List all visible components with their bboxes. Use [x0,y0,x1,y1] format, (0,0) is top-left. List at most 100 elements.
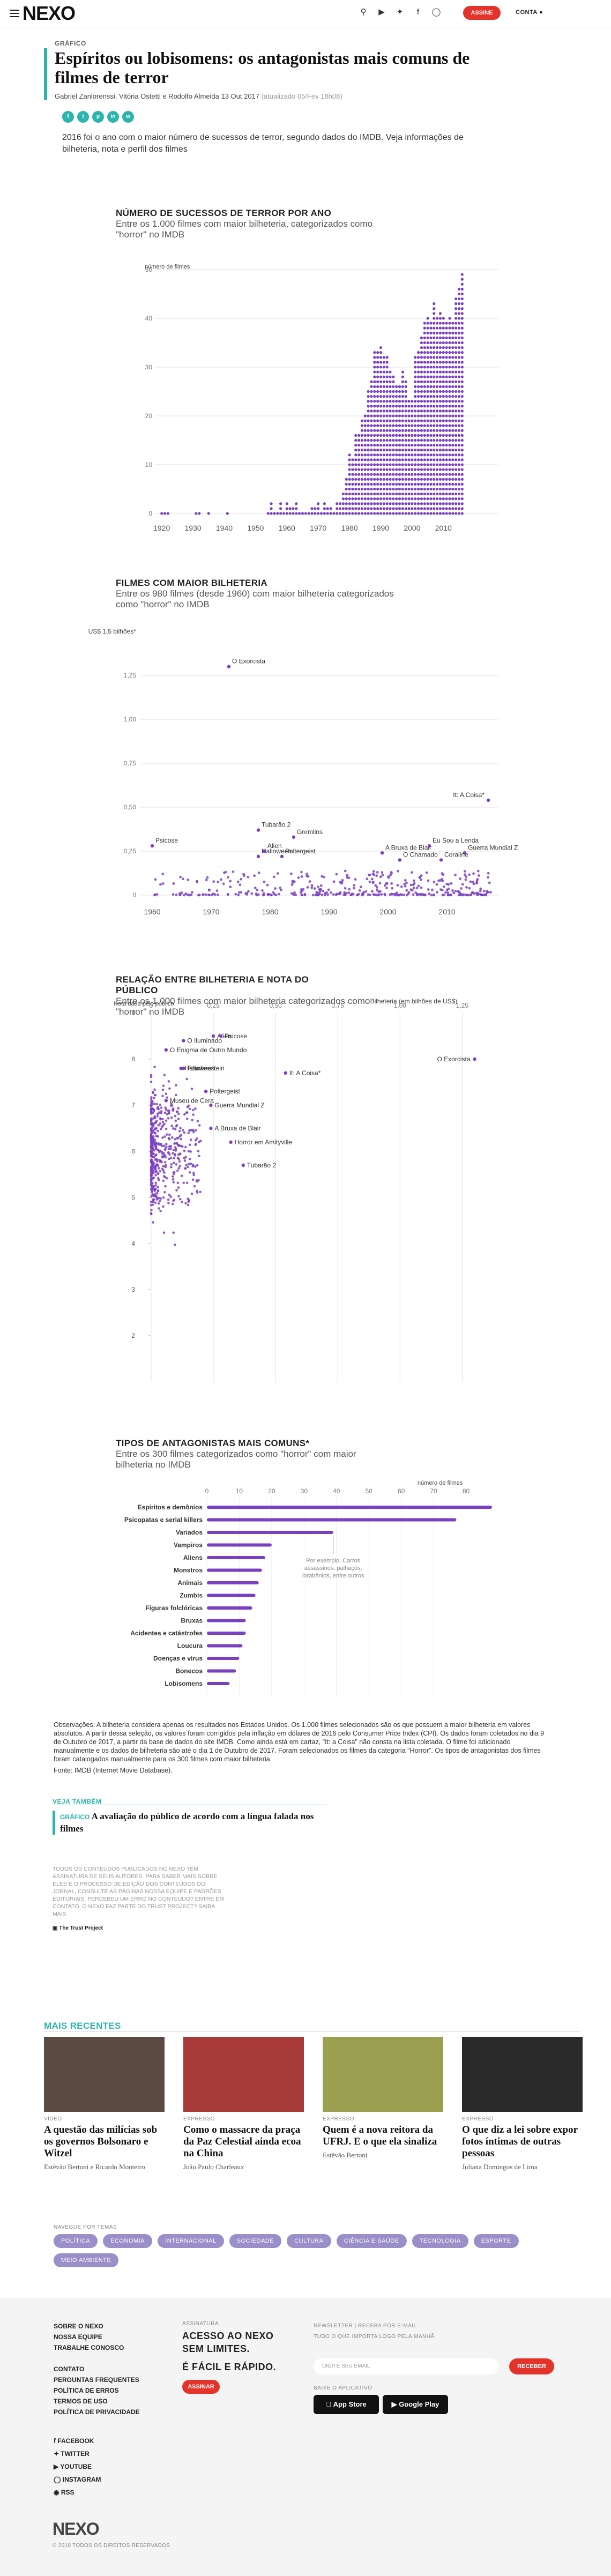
data-point [363,473,367,476]
data-point [376,487,379,491]
facebook-icon[interactable]: f [416,8,420,17]
search-icon[interactable]: ⚲ [360,8,367,17]
social-link[interactable]: ◉ RSS [54,2486,101,2499]
topic-pill[interactable]: INTERNACIONAL [158,2234,224,2248]
category-label: Loucura [177,1642,203,1650]
data-point [174,1244,176,1246]
recent-card[interactable]: EXPRESSO O que diz a lei sobre expor foto… [462,2037,583,2171]
signup-button[interactable]: ASSINE [463,6,501,20]
footer-link[interactable]: POLÍTICA DE ERROS [54,2387,119,2394]
card-title[interactable]: A questão das milícias sob os governos B… [44,2124,158,2159]
trust-project-badge[interactable]: ▣ The Trust Project [53,1925,103,1931]
data-point [433,351,436,354]
email-input[interactable]: DIGITE SEU EMAIL [314,2358,499,2374]
topic-pill[interactable]: ESPORTE [473,2234,519,2248]
data-point [395,502,398,505]
card-image[interactable] [44,2037,165,2112]
data-point [454,419,458,422]
data-point [192,1172,195,1174]
footer-logo[interactable]: NEXO [53,2519,100,2538]
footer-link[interactable]: TERMOS DE USO [54,2398,108,2405]
card-title[interactable]: O que diz a lei sobre expor fotos íntima… [462,2124,578,2159]
footer-link[interactable]: SOBRE O NEXO [54,2322,103,2330]
twitter-icon[interactable]: ✦ [396,8,404,17]
data-point [357,492,361,496]
recent-card[interactable]: EXPRESSO Como o massacre da praça da Paz … [183,2037,304,2171]
subscribe-button[interactable]: ASSINAR [182,2380,220,2394]
google-play-button[interactable]: ▶ Google Play [383,2395,448,2414]
see-also-link[interactable]: GRÁFICO A avaliação do público de acordo… [53,1811,317,1835]
card-image[interactable] [462,2037,583,2112]
youtube-icon[interactable]: ▶ [378,8,385,17]
social-link[interactable]: f FACEBOOK [54,2434,101,2447]
recent-card[interactable]: EXPRESSO Quem é a nova reitora da UFRJ. E… [323,2037,443,2160]
data-point [167,1198,170,1201]
footer-link[interactable]: PERGUNTAS FREQUENTES [54,2376,139,2384]
topic-pill[interactable]: SOCIEDADE [229,2234,282,2248]
logo[interactable]: NEXO [23,2,76,24]
data-point [467,894,470,897]
data-point [416,366,420,369]
data-point [442,400,445,403]
newsletter-button[interactable]: RECEBER [509,2358,554,2374]
data-point [404,443,407,447]
whatsapp-share-icon[interactable]: w [122,111,134,123]
menu-icon[interactable] [10,10,19,17]
footer-link[interactable]: POLÍTICA DE PRIVACIDADE [54,2408,140,2416]
data-point [442,336,445,339]
linkedin-share-icon[interactable]: in [107,111,119,123]
card-title[interactable]: Quem é a nova reitora da UFRJ. E o que e… [323,2124,437,2147]
data-point [382,356,385,359]
data-point [445,882,449,885]
facebook-share-icon[interactable]: f [62,111,74,123]
data-point [345,478,348,481]
category-label[interactable]: GRÁFICO [55,40,86,47]
data-point [379,380,383,383]
social-link[interactable]: ◯ INSTAGRAM [54,2473,101,2486]
data-point [379,482,383,486]
social-link[interactable]: ✦ TWITTER [54,2447,101,2460]
divider [44,2031,580,2032]
data-point [183,1159,187,1162]
card-title[interactable]: Como o massacre da praça da Paz Celestia… [183,2124,301,2159]
data-point [429,463,433,466]
instagram-icon[interactable]: ◯ [431,8,441,17]
data-point [420,512,423,515]
data-point [449,894,452,897]
topic-pill[interactable]: CULTURA [287,2234,331,2248]
data-point [460,366,464,369]
data-point [401,512,404,515]
topic-pill[interactable]: TECNOLOGIA [412,2234,468,2248]
footer-link[interactable]: TRABALHE CONOSCO [54,2344,124,2351]
social-link[interactable]: ▶ YOUTUBE [54,2460,101,2473]
footer-link[interactable]: NOSSA EQUIPE [54,2333,102,2341]
pinterest-share-icon[interactable]: p [92,111,104,123]
data-point [407,497,411,501]
data-point [420,878,422,881]
x-tick-label: 1980 [262,907,278,916]
data-point [392,482,395,486]
data-point [317,885,320,888]
data-point [196,1191,199,1194]
data-point [429,478,433,481]
card-image[interactable] [323,2037,443,2112]
data-point [433,894,435,897]
twitter-share-icon[interactable]: t [77,111,89,123]
point-label: Alien [267,842,282,850]
topic-pill[interactable]: CIÊNCIA E SAÚDE [336,2234,407,2248]
data-point [433,346,436,349]
topic-pill[interactable]: POLÍTICA [54,2234,98,2248]
data-point [154,1132,157,1135]
app-store-button[interactable]:  App Store [314,2395,379,2414]
topic-pill[interactable]: ECONOMIA [103,2234,153,2248]
data-point [188,1198,190,1202]
topic-pill[interactable]: MEIO AMBIENTE [54,2253,119,2267]
data-point [392,487,395,491]
card-image[interactable] [183,2037,304,2112]
account-link[interactable]: CONTA ● [516,9,543,16]
footer-link[interactable]: CONTATO [54,2365,85,2373]
data-point [185,1077,188,1081]
data-point [360,507,364,510]
recent-card[interactable]: VÍDEO A questão das milícias sob os gover… [44,2037,165,2171]
x-tick-label: 1990 [321,907,337,916]
